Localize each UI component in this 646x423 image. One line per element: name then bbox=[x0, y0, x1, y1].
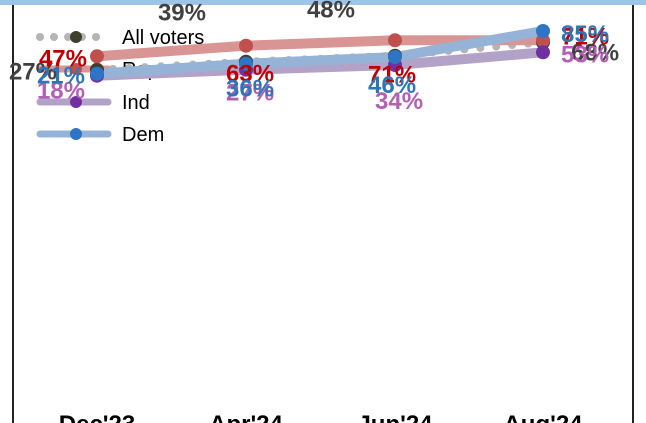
data-label-ind-jun-24: 34% bbox=[375, 88, 423, 115]
data-label-dem-dec-23: 21% bbox=[37, 63, 85, 90]
legend-label-ind: Ind bbox=[122, 92, 150, 114]
x-tick-label-jun-24: Jun'24 bbox=[357, 411, 433, 423]
point-dem-dec-23 bbox=[90, 66, 104, 81]
data-label-dem-jun-24: 46% bbox=[368, 72, 416, 99]
data-label-all-voters-aug-24: 68% bbox=[571, 39, 619, 66]
legend-marker-ind bbox=[70, 96, 82, 108]
series-markers bbox=[90, 24, 550, 83]
point-ind-aug-24 bbox=[536, 45, 550, 60]
x-axis: Dec'23 Apr'24 Jun'24 Aug'24 bbox=[59, 411, 583, 423]
data-label-all-voters-apr-24: 39% bbox=[158, 0, 206, 27]
point-dem-apr-24 bbox=[239, 56, 253, 71]
legend-label-dem: Dem bbox=[122, 124, 164, 146]
point-dem-aug-24 bbox=[536, 24, 550, 38]
point-dem-jun-24 bbox=[388, 50, 402, 64]
legend-label-all-voters: All voters bbox=[122, 27, 204, 49]
legend-marker-dem bbox=[70, 128, 82, 140]
top-banner-strip bbox=[0, 0, 646, 5]
legend-marker-all-voters bbox=[70, 31, 82, 43]
data-label-all-voters-dec-23: 27% bbox=[9, 59, 57, 86]
legend-marker-rep bbox=[70, 63, 82, 75]
data-label-dem-aug-24: 85% bbox=[561, 21, 609, 48]
data-label-ind-aug-24: 53% bbox=[561, 41, 609, 68]
data-label-ind-dec-23: 18% bbox=[37, 78, 85, 105]
x-tick-label-apr-24: Apr'24 bbox=[209, 411, 283, 423]
point-rep-dec-23 bbox=[90, 49, 104, 64]
data-label-rep-aug-24: 71% bbox=[561, 23, 609, 50]
data-label-dem-apr-24: 36% bbox=[226, 76, 274, 103]
x-tick-label-dec-23: Dec'23 bbox=[59, 411, 135, 423]
data-labels: 27%39% 48%68%47%63% 71%71%18% 27% 34%53%21% 3… bbox=[9, 0, 619, 115]
series-lines bbox=[92, 26, 548, 81]
data-label-all-voters-jun-24: 48% bbox=[307, 0, 355, 24]
data-label-ind-apr-24: 27% bbox=[226, 80, 274, 107]
point-rep-jun-24 bbox=[388, 33, 402, 48]
data-label-rep-dec-23: 47% bbox=[39, 45, 87, 72]
data-label-rep-jun-24: 71% bbox=[368, 61, 416, 88]
point-rep-apr-24 bbox=[239, 38, 253, 53]
series-line-dem bbox=[92, 26, 548, 79]
data-label-rep-apr-24: 63% bbox=[226, 61, 274, 88]
x-tick-label-aug-24: Aug'24 bbox=[503, 411, 583, 423]
